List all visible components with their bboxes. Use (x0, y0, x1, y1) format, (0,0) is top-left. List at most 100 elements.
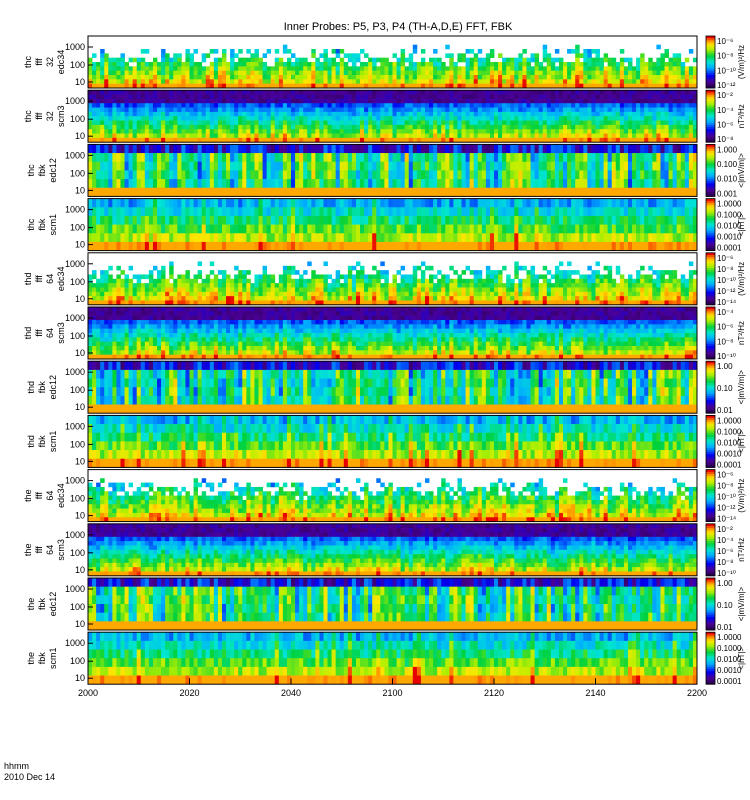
spectrogram-cell (412, 224, 418, 234)
spectrogram-cell (112, 207, 117, 217)
spectrogram-cell (132, 287, 138, 293)
spectrogram-cell (116, 133, 121, 139)
spectrogram-cell (226, 94, 231, 100)
spectrogram-cell (96, 179, 101, 189)
spectrogram-cell (213, 153, 219, 163)
spectrogram-cell (116, 278, 121, 284)
spectrogram-cell (185, 90, 190, 95)
spectrogram-cell (518, 79, 523, 84)
spectrogram-cell (644, 179, 649, 189)
spectrogram-cell (343, 133, 349, 139)
spectrogram-cell (112, 278, 117, 284)
spectrogram-cell (526, 233, 531, 243)
spectrogram-cell (360, 144, 365, 154)
spectrogram-cell (169, 116, 174, 121)
spectrogram-cell (510, 170, 515, 180)
spectrogram-cell (558, 107, 564, 113)
colorbar-segment (706, 233, 715, 236)
spectrogram-cell (364, 107, 369, 113)
spectrogram-cell (157, 291, 162, 297)
spectrogram-cell (181, 161, 186, 171)
spectrogram-cell (648, 83, 653, 89)
spectrogram-cell (96, 296, 101, 301)
spectrogram-cell (189, 224, 194, 234)
spectrogram-cell (201, 215, 207, 225)
spectrogram-cell (339, 224, 345, 234)
spectrogram-cell (563, 120, 568, 126)
spectrogram-cell (534, 79, 540, 84)
spectrogram-cell (92, 94, 97, 100)
spectrogram-cell (193, 215, 199, 225)
spectrogram-cell (534, 103, 540, 108)
spectrogram-cell (542, 103, 548, 108)
spectrogram-cell (591, 233, 596, 243)
spectrogram-cell (136, 215, 142, 225)
spectrogram-cell (96, 241, 101, 251)
spectrogram-cell (392, 124, 397, 130)
spectrogram-cell (453, 94, 458, 100)
spectrogram-cell (120, 120, 125, 126)
spectrogram-cell (140, 116, 146, 121)
spectrogram-cell (591, 107, 596, 113)
spectrogram-cell (112, 179, 117, 189)
spectrogram-cell (88, 120, 93, 126)
spectrogram-cell (640, 94, 645, 100)
spectrogram-cell (339, 215, 345, 225)
spectrogram-cell (563, 144, 568, 154)
spectrogram-cell (465, 62, 471, 67)
spectrogram-cell (286, 187, 292, 197)
spectrogram-cell (124, 161, 129, 171)
spectrogram-cell (189, 79, 194, 84)
spectrogram-cell (692, 137, 698, 143)
spectrogram-cell (124, 224, 129, 234)
spectrogram-cell (307, 98, 312, 104)
spectrogram-cell (291, 215, 296, 225)
spectrogram-cell (108, 278, 113, 284)
spectrogram-cell (485, 70, 491, 76)
colorbar-tick-label: 0.0001 (717, 244, 742, 253)
spectrogram-cell (632, 233, 637, 243)
spectrogram-cell (120, 83, 125, 89)
spectrogram-cell (420, 79, 426, 84)
spectrogram-cell (221, 116, 227, 121)
spectrogram-cell (595, 179, 600, 189)
spectrogram-cell (120, 153, 125, 163)
spectrogram-cell (396, 124, 402, 130)
spectrogram-cell (355, 94, 361, 100)
spectrogram-cell (481, 241, 487, 251)
spectrogram-cell (303, 241, 308, 251)
spectrogram-cell (672, 137, 678, 143)
spectrogram-cell (230, 179, 235, 189)
spectrogram-cell (538, 107, 544, 113)
spectrogram-cell (226, 153, 231, 163)
spectrogram-cell (250, 187, 255, 197)
spectrogram-cell (607, 137, 613, 143)
spectrogram-cell (201, 83, 207, 89)
spectrogram-cell (518, 161, 523, 171)
spectrogram-cell (88, 83, 93, 89)
spectrogram-cell (522, 57, 527, 63)
spectrogram-cell (563, 198, 568, 208)
spectrogram-cell (270, 153, 276, 163)
panel-label: thc fff 32 scm3 (23, 105, 66, 127)
spectrogram-cell (335, 187, 341, 197)
spectrogram-cell (623, 170, 629, 180)
spectrogram-cell (648, 161, 653, 171)
spectrogram-cell (299, 215, 304, 225)
spectrogram-cell (603, 111, 609, 117)
spectrogram-cell (173, 107, 178, 113)
spectrogram-cell (546, 224, 552, 234)
spectrogram-cell (449, 241, 454, 251)
colorbar-segment (706, 213, 715, 217)
spectrogram-cell (376, 103, 381, 108)
spectrogram-cell (193, 233, 199, 243)
spectrogram-cell (250, 161, 255, 171)
spectrogram-cell (177, 207, 182, 217)
spectrogram-cell (254, 94, 259, 100)
spectrogram-cell (445, 133, 450, 139)
spectrogram-cell (291, 224, 296, 234)
spectrogram-cell (197, 207, 203, 217)
spectrogram-cell (668, 233, 674, 243)
spectrogram-cell (88, 75, 93, 80)
spectrogram-cell (477, 94, 483, 100)
